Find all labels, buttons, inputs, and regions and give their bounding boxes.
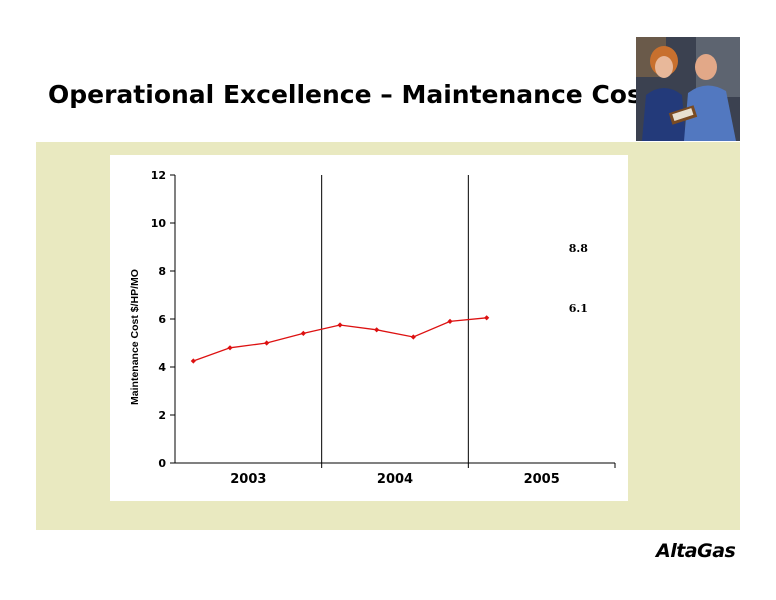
- y-tick-label: 6: [158, 313, 166, 326]
- data-point: [227, 345, 233, 351]
- y-tick-label: 8: [158, 265, 166, 278]
- data-point: [190, 358, 196, 364]
- data-point: [447, 318, 453, 324]
- data-point: [374, 327, 380, 333]
- x-tick-label: 2003: [230, 472, 266, 487]
- data-point: [264, 340, 270, 346]
- annotation-label: 8.8: [569, 242, 588, 255]
- y-tick-label: 12: [151, 169, 166, 182]
- maintenance-cost-chart: 0 2 4 6 8 10 12 2003 2004 2005 8.8 6.1 Maintenanc…: [129, 169, 616, 487]
- y-tick-label: 4: [158, 361, 166, 374]
- y-tick-label: 2: [158, 409, 166, 422]
- workers-photo: [636, 37, 740, 141]
- annotation-label: 6.1: [569, 302, 588, 315]
- x-tick-label: 2004: [377, 472, 413, 487]
- x-tick-label: 2005: [524, 472, 560, 487]
- data-point: [410, 334, 416, 340]
- chart-panel: [110, 155, 628, 501]
- x-ticks: 2003 2004 2005: [230, 463, 616, 487]
- data-point: [484, 315, 490, 321]
- year-dividers: [321, 175, 469, 463]
- altagas-logo: AltaGas: [656, 540, 736, 562]
- data-point: [300, 330, 306, 336]
- y-ticks: 0 2 4 6 8 10 12: [151, 169, 175, 470]
- y-tick-label: 0: [158, 457, 166, 470]
- y-tick-label: 10: [151, 217, 167, 230]
- page-title: Operational Excellence – Maintenance Cos…: [48, 80, 669, 109]
- annotations: 8.8 6.1: [569, 242, 588, 315]
- series-maintenance-cost: [190, 315, 490, 364]
- data-point: [337, 322, 343, 328]
- y-axis-label: Maintenance Cost $/HP/MO: [129, 269, 141, 405]
